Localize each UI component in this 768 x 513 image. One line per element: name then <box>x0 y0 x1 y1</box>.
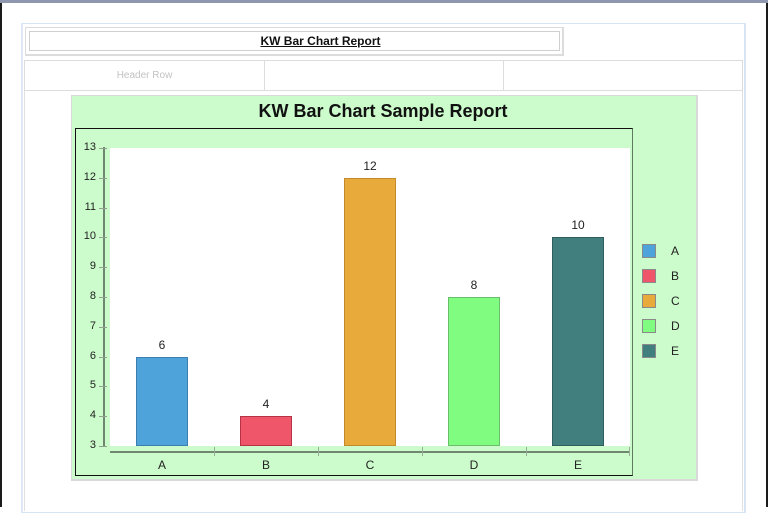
chart-frame <box>75 128 633 476</box>
bar-d <box>448 297 500 446</box>
legend-swatch <box>642 269 656 283</box>
report-body <box>24 91 743 511</box>
x-tick <box>422 447 423 456</box>
x-tick <box>318 447 319 456</box>
y-tick-label: 11 <box>84 201 96 213</box>
window-top-bar <box>0 0 768 3</box>
legend-item-a: A <box>642 244 679 258</box>
x-tick-label: A <box>157 458 166 472</box>
y-tick-label: 9 <box>89 260 96 272</box>
x-tick-label: E <box>573 458 582 472</box>
x-tick <box>214 447 215 456</box>
x-tick <box>629 447 630 456</box>
bar-a <box>136 357 188 446</box>
legend-item-d: D <box>642 319 680 333</box>
legend-label: A <box>671 244 680 258</box>
y-tick-label: 13 <box>83 141 96 153</box>
legend-label: B <box>671 269 680 283</box>
y-tick <box>99 178 107 179</box>
y-tick <box>99 446 107 447</box>
legend-swatch <box>642 244 656 258</box>
y-tick <box>99 386 107 387</box>
y-tick-label: 4 <box>89 409 96 421</box>
y-tick <box>99 237 107 238</box>
x-axis-line <box>110 451 630 453</box>
bar-value-label: 6 <box>158 338 166 352</box>
header-cell-3 <box>504 61 742 90</box>
y-tick <box>99 357 107 358</box>
bar-value-label: 10 <box>571 218 585 232</box>
y-tick-label: 8 <box>89 290 96 302</box>
bar-c <box>344 178 396 446</box>
legend-swatch <box>642 319 656 333</box>
bar-value-label: 8 <box>470 278 478 292</box>
x-tick-label: D <box>469 458 479 472</box>
y-tick-label: 3 <box>89 439 96 451</box>
y-tick-label: 5 <box>89 379 96 391</box>
y-tick <box>99 327 107 328</box>
y-tick-label: 6 <box>89 350 96 362</box>
y-tick-label: 10 <box>83 230 96 242</box>
legend-label: D <box>671 319 680 333</box>
y-tick-label: 7 <box>89 320 96 332</box>
y-tick-label: 12 <box>83 171 96 183</box>
header-row: Header Row <box>24 60 743 91</box>
header-cell-1: Header Row <box>25 61 265 90</box>
legend-item-b: B <box>642 269 679 283</box>
report-title-box <box>25 27 564 56</box>
y-tick <box>99 297 107 298</box>
bar-b <box>240 416 292 446</box>
y-tick <box>99 416 107 417</box>
x-tick-label: C <box>365 458 375 472</box>
legend-label: C <box>671 294 680 308</box>
y-tick <box>99 148 107 149</box>
report-title-cell: KW Bar Chart Report <box>29 31 560 51</box>
bar-value-label: 12 <box>363 159 377 173</box>
bar-value-label: 4 <box>262 397 270 411</box>
legend-item-e: E <box>642 344 679 358</box>
legend-swatch <box>642 294 656 308</box>
bar-e <box>552 237 604 446</box>
chart-title: KW Bar Chart Sample Report <box>258 101 508 121</box>
y-tick <box>99 208 107 209</box>
legend-label: E <box>671 344 680 358</box>
x-tick-label: B <box>261 458 270 472</box>
x-tick <box>526 447 527 456</box>
legend-item-c: C <box>642 294 680 308</box>
report-title: KW Bar Chart Report <box>260 34 381 48</box>
y-tick <box>99 267 107 268</box>
header-cell-2 <box>265 61 504 90</box>
legend-swatch <box>642 344 656 358</box>
